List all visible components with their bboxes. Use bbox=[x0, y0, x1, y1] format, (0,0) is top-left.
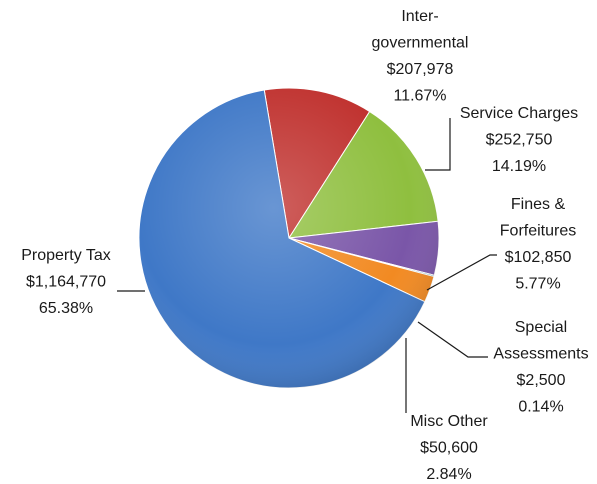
leader-line-fines-forfeitures bbox=[426, 254, 497, 291]
data-label-property-tax: Property Tax $1,164,770 65.38% bbox=[21, 247, 111, 317]
leader-line-special-assessments bbox=[417, 321, 488, 358]
leader-line-service-charges bbox=[425, 118, 451, 171]
pie-slices bbox=[138, 87, 440, 389]
data-labels: Property Tax $1,164,770 65.38% Inter-govern… bbox=[21, 8, 588, 483]
data-label-misc-other: Misc Other $50,600 2.84% bbox=[410, 413, 488, 483]
data-label-inter-governmental: Inter-governmental $207,978 11.67% bbox=[372, 8, 469, 105]
leader-lines bbox=[117, 118, 497, 413]
data-label-fines-forfeitures: Fines & Forfeitures $102,850 5.77% bbox=[500, 196, 576, 293]
data-label-special-assessments: Special Assessments $2,500 0.14% bbox=[493, 319, 588, 416]
data-label-service-charges: Service Charges $252,750 14.19% bbox=[460, 105, 578, 175]
